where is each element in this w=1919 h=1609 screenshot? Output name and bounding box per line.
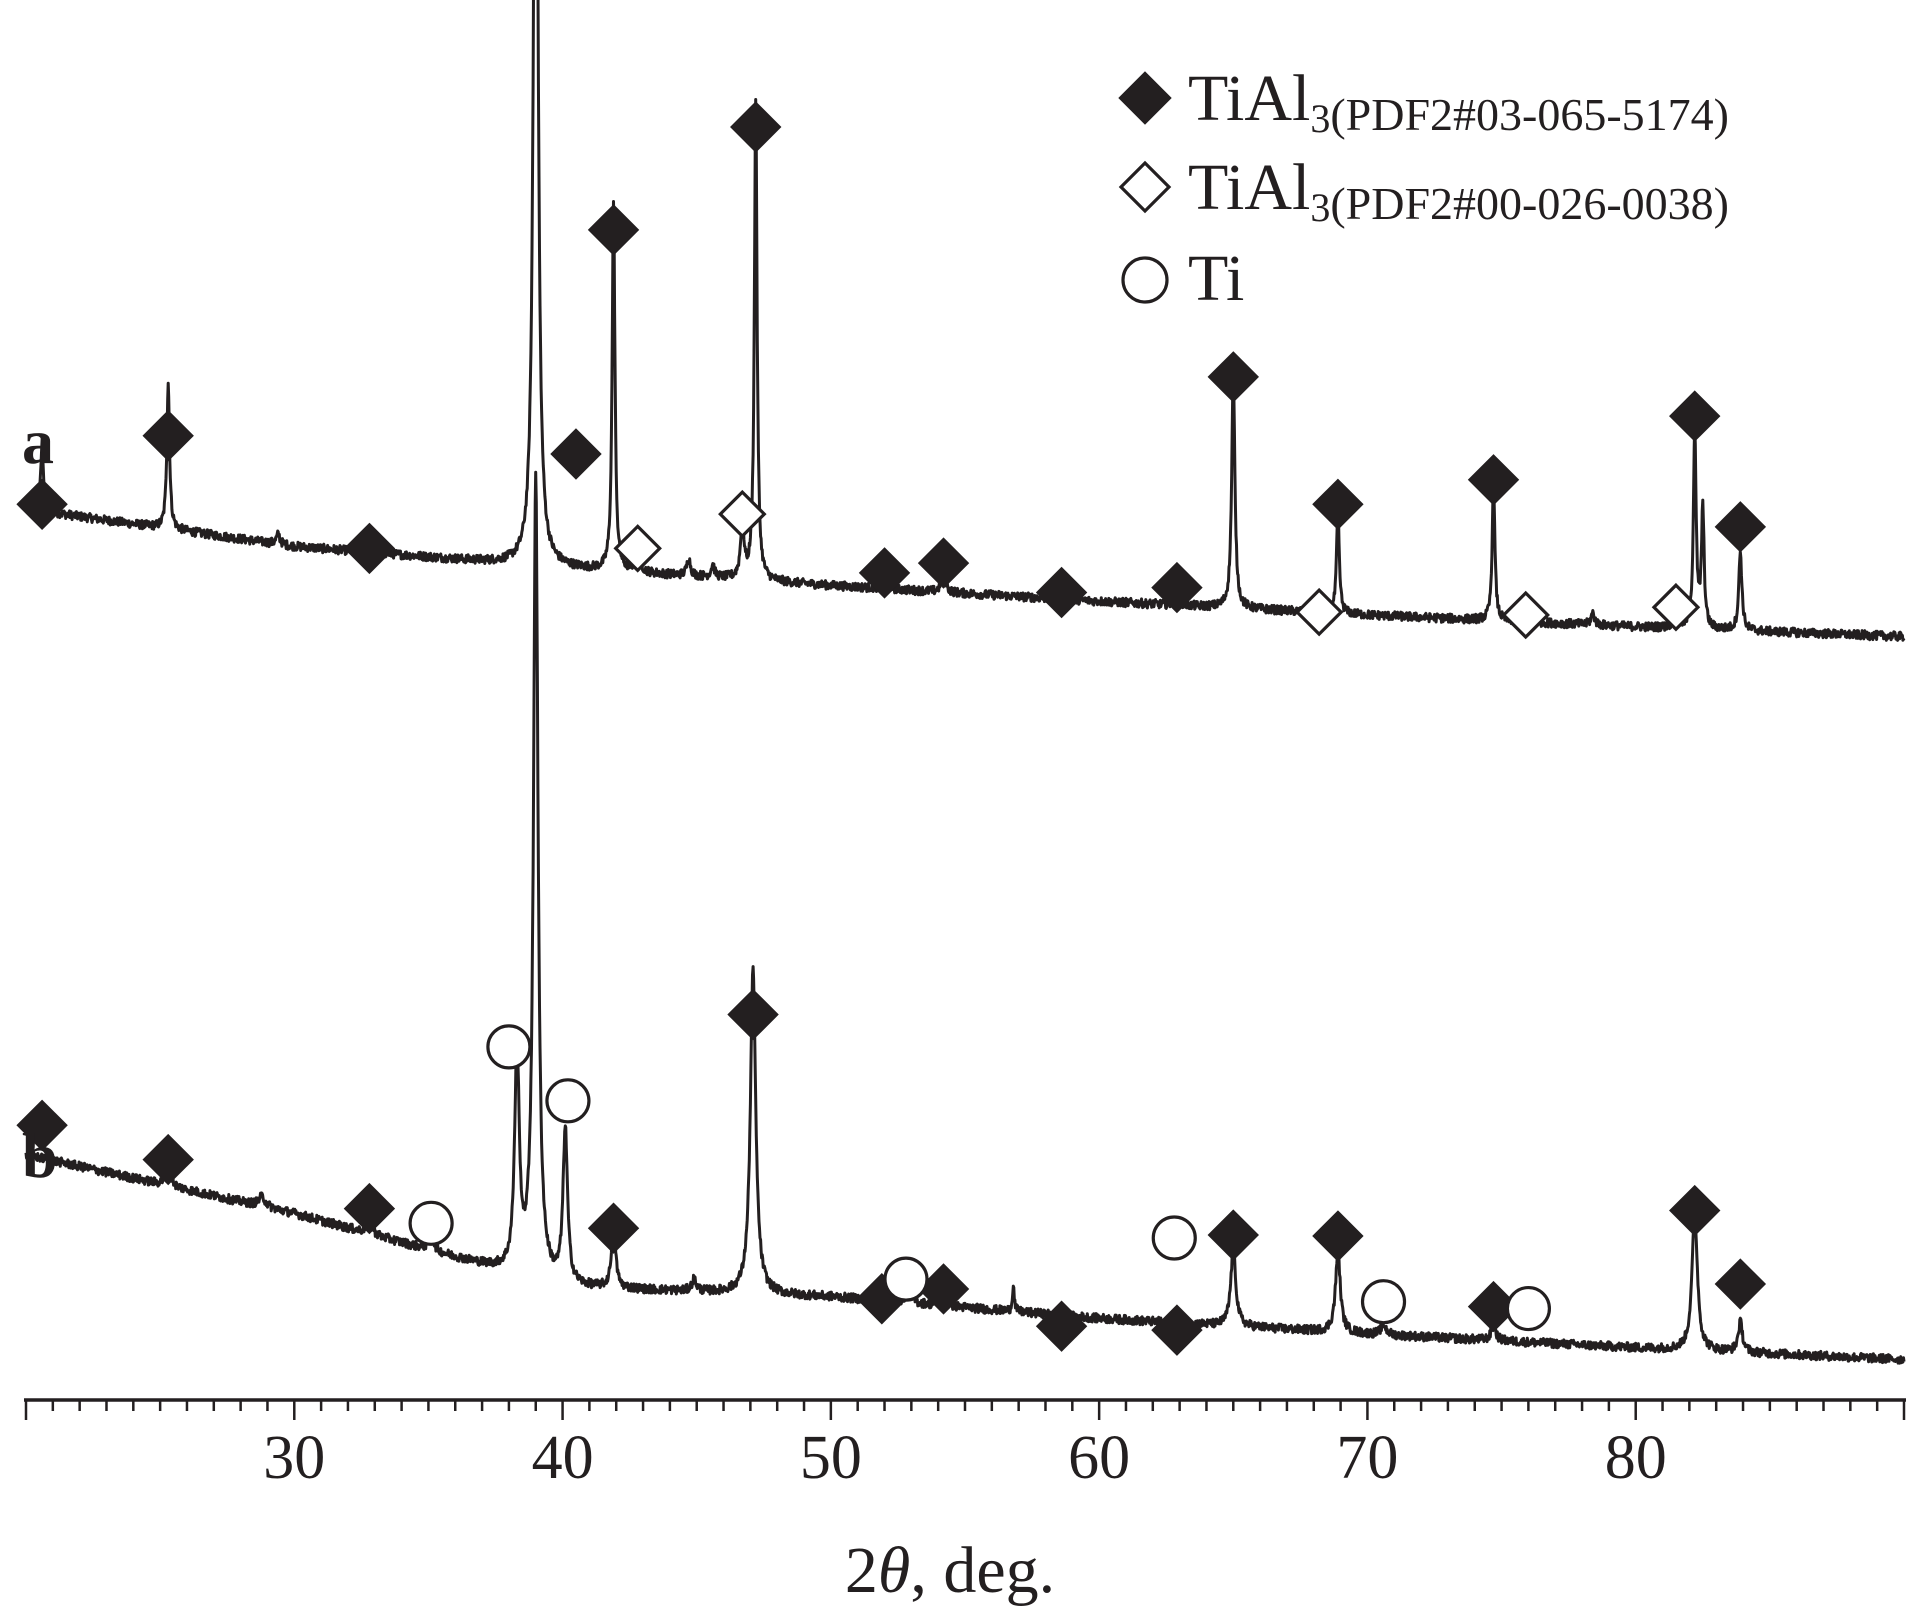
tial3-filled-diamond-marker xyxy=(1207,1209,1259,1261)
tial3-filled-diamond-marker xyxy=(343,522,396,575)
tial3-filled-diamond-marker xyxy=(1312,478,1364,531)
legend-open-diamond-icon xyxy=(1118,160,1172,214)
tial3-filled-diamond-marker xyxy=(1151,1304,1203,1356)
tial3-open-diamond-marker xyxy=(1501,590,1550,640)
tial3-filled-diamond-marker xyxy=(142,409,194,462)
phase-markers xyxy=(16,101,1767,1356)
x-tick-label: 60 xyxy=(1068,1424,1130,1492)
ti-open-circle-marker xyxy=(545,1078,591,1124)
tial3-filled-diamond-marker xyxy=(16,478,68,531)
tial3-filled-diamond-marker xyxy=(1467,454,1520,506)
pattern-traces xyxy=(24,0,1906,1365)
tial3-filled-diamond-marker xyxy=(550,428,602,480)
legend-entry: Ti xyxy=(1121,242,1244,315)
legend-open-circle-icon xyxy=(1121,256,1169,304)
tial3-filled-diamond-marker xyxy=(1035,566,1088,619)
legend-label: Ti xyxy=(1188,242,1244,315)
ti-open-circle-marker xyxy=(1151,1215,1197,1261)
x-axis-tick-labels: 30 40 50 60 70 80 xyxy=(263,1424,1666,1492)
ti-open-circle-marker xyxy=(883,1256,929,1302)
tial3-filled-diamond-marker xyxy=(1207,351,1259,403)
x-tick-label: 70 xyxy=(1336,1424,1398,1492)
tial3-open-diamond-marker xyxy=(613,524,662,573)
ti-open-circle-marker xyxy=(408,1200,454,1246)
series-label-a: a xyxy=(22,406,54,477)
legend-label: TiAl3(PDF2#00-026-0038) xyxy=(1188,151,1729,230)
tial3-filled-diamond-marker xyxy=(16,1099,68,1152)
tial3-filled-diamond-marker xyxy=(1669,390,1721,442)
legend-entry: TiAl3(PDF2#03-065-5174) xyxy=(1118,62,1729,141)
x-tick-label: 80 xyxy=(1605,1424,1667,1492)
tial3-filled-diamond-marker xyxy=(343,1182,396,1235)
tial3-filled-diamond-marker xyxy=(587,1202,640,1254)
legend: TiAl3(PDF2#03-065-5174) TiAl3(PDF2#00-02… xyxy=(1118,62,1729,315)
ti-open-circle-marker xyxy=(1505,1285,1552,1332)
x-tick-label: 50 xyxy=(800,1424,862,1492)
tial3-filled-diamond-marker xyxy=(727,988,779,1041)
tial3-filled-diamond-marker xyxy=(1151,561,1203,614)
x-axis: 30 40 50 60 70 80 xyxy=(24,1398,1906,1492)
x-axis-ticks xyxy=(24,1400,1906,1420)
x-axis-title: 2θ, deg. xyxy=(845,1534,1055,1607)
ti-open-circle-marker xyxy=(1360,1279,1407,1325)
legend-filled-diamond-icon xyxy=(1118,71,1172,125)
legend-label: TiAl3(PDF2#03-065-5174) xyxy=(1188,62,1729,141)
tial3-filled-diamond-marker xyxy=(142,1133,194,1186)
tial3-open-diamond-marker xyxy=(1294,587,1344,637)
series-label-b: b xyxy=(22,1120,58,1191)
tial3-open-diamond-marker xyxy=(718,489,767,539)
tial3-filled-diamond-marker xyxy=(917,537,970,589)
tial3-filled-diamond-marker xyxy=(858,547,911,599)
x-tick-label: 40 xyxy=(532,1424,594,1492)
x-tick-label: 30 xyxy=(263,1424,325,1492)
tial3-filled-diamond-marker xyxy=(1035,1300,1088,1352)
tial3-filled-diamond-marker xyxy=(587,204,640,256)
tial3-filled-diamond-marker xyxy=(1714,501,1767,553)
xrd-trace-b xyxy=(24,470,1906,1365)
ti-open-circle-marker xyxy=(486,1024,532,1070)
tial3-open-diamond-marker xyxy=(1651,582,1701,632)
legend-entry: TiAl3(PDF2#00-026-0038) xyxy=(1118,151,1729,230)
tial3-filled-diamond-marker xyxy=(1312,1210,1364,1262)
tial3-filled-diamond-marker xyxy=(1669,1184,1721,1237)
xrd-trace-a xyxy=(24,0,1906,642)
tial3-filled-diamond-marker xyxy=(1714,1258,1767,1310)
tial3-filled-diamond-marker xyxy=(730,101,782,153)
